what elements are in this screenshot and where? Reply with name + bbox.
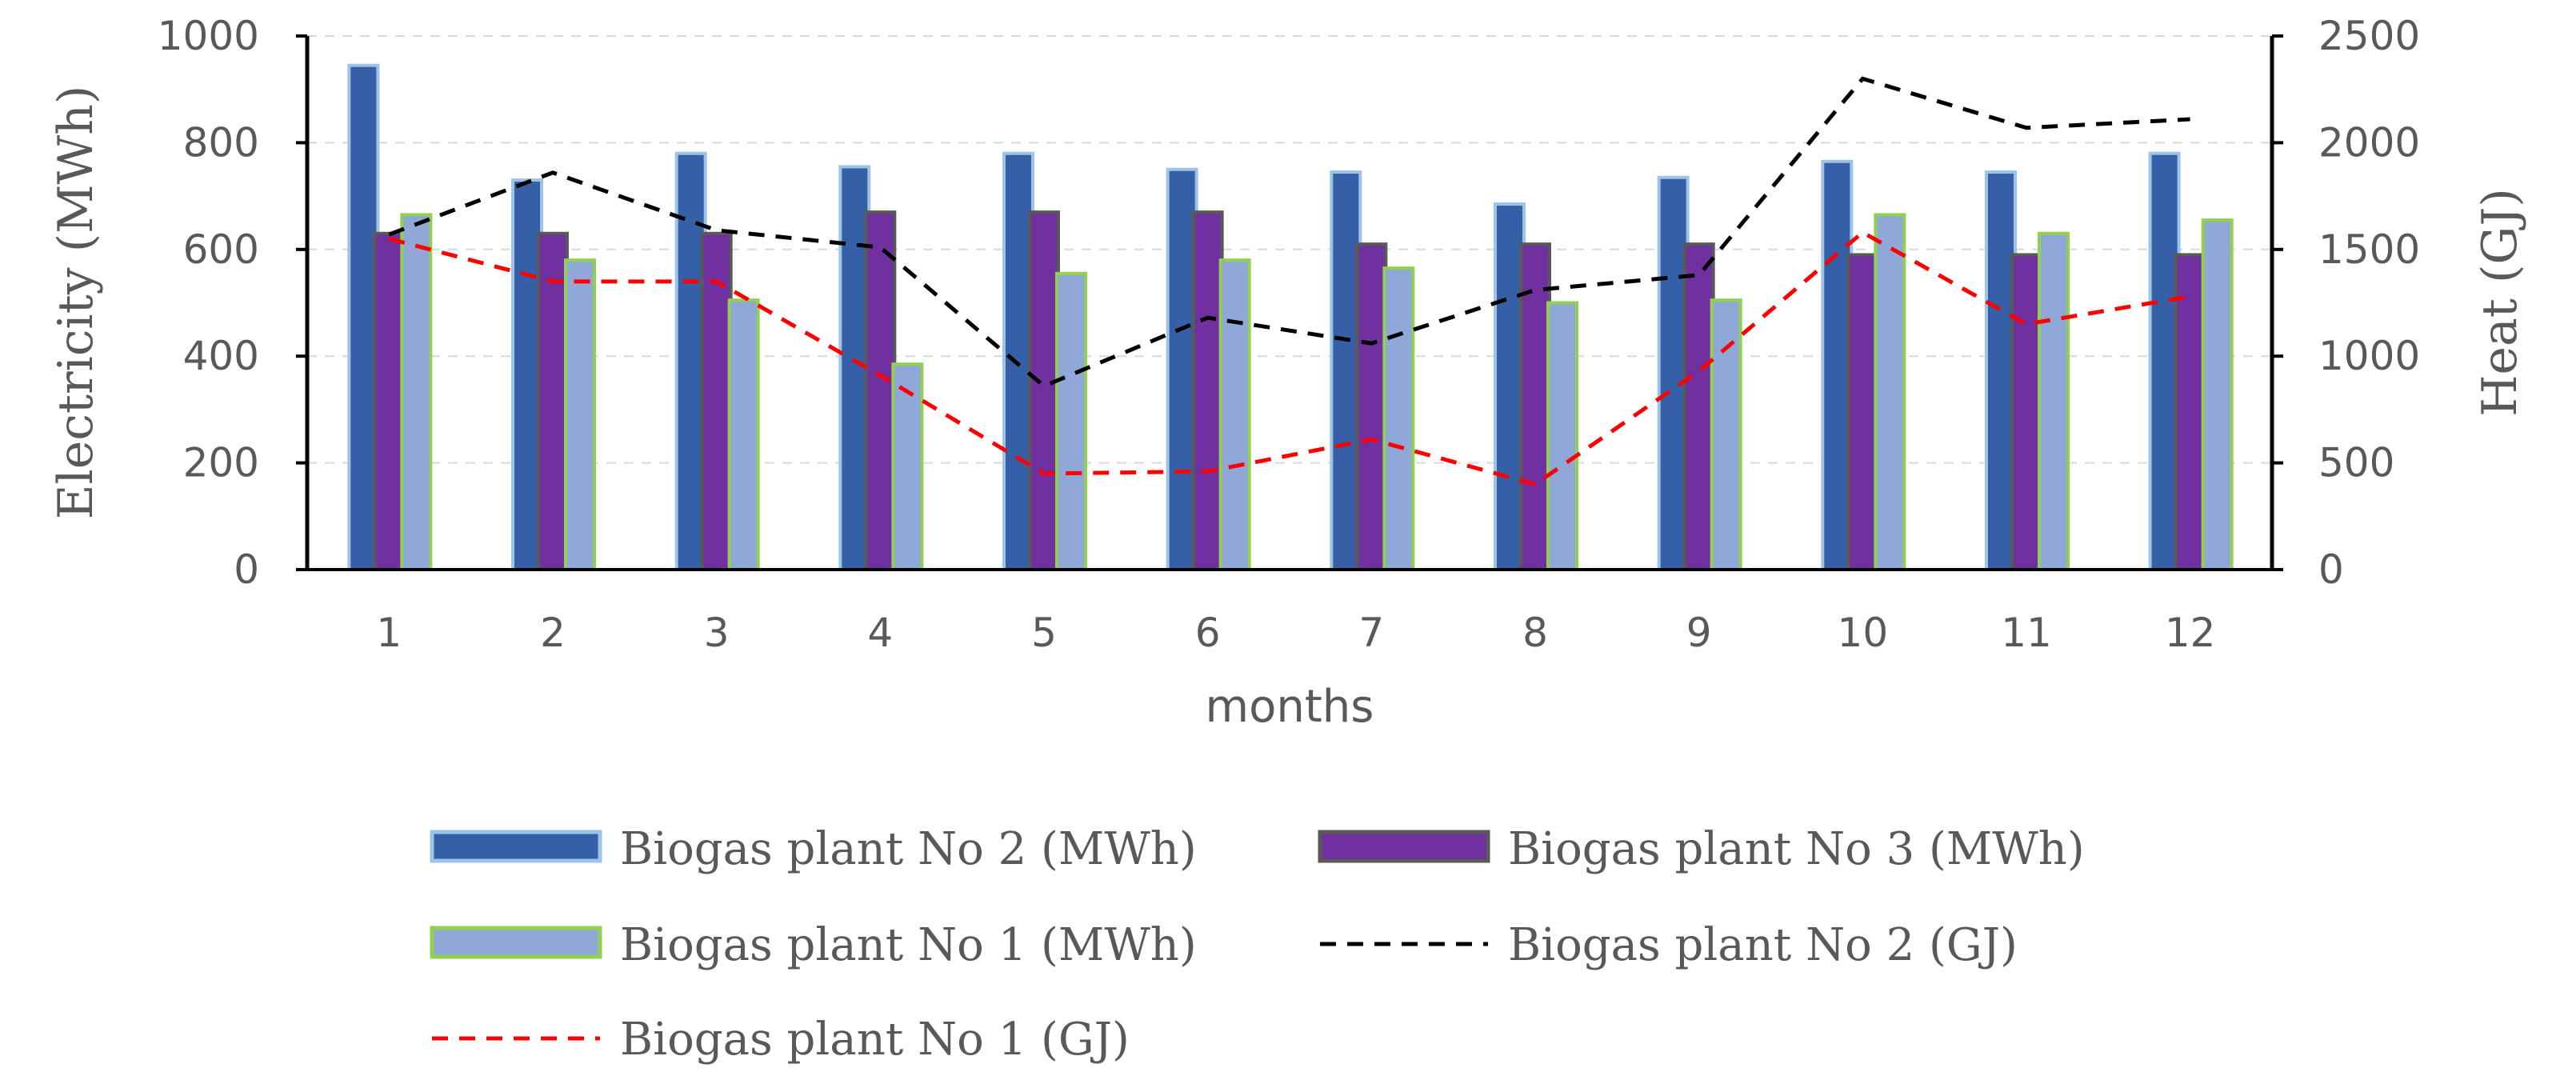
left-tick-label: 600 [183,226,259,273]
bar-biogas-plant-no-1-mwh [2201,218,2234,571]
bar-biogas-plant-no-3-mwh [373,231,406,571]
bar-biogas-plant-no-1-mwh [1546,301,1578,571]
bar-biogas-plant-no-1-mwh [400,213,433,571]
bar-biogas-plant-no-1-mwh [891,362,924,571]
gridlines [307,35,2272,464]
left-tick-label: 200 [183,440,259,486]
line-biogas-plant-no-1-gj [388,230,2191,486]
x-axis-title: months [1206,681,1374,733]
x-tick-label: 10 [1838,610,1889,656]
left-tick-label: 1000 [158,13,259,59]
bars [347,63,2234,572]
x-tick-label: 6 [1195,610,1221,656]
bar-biogas-plant-no-1-mwh [1874,213,1906,571]
legend-swatch-biogas-plant-no-3-mwh [1318,830,1490,863]
legend: Biogas plant No 2 (MWh) Biogas plant No 3… [430,823,2085,1066]
legend-label: Biogas plant No 1 (GJ) [620,1014,1130,1066]
left-tick-label: 800 [183,119,259,166]
right-tick-label: 2000 [2318,119,2420,166]
lines [388,76,2191,486]
bar-biogas-plant-no-1-mwh [1218,258,1251,571]
x-tick-label: 1 [376,610,402,656]
bar-biogas-plant-no-1-mwh [1710,298,1742,571]
x-tick-label: 8 [1522,610,1548,656]
legend-label: Biogas plant No 2 (MWh) [620,823,1197,875]
x-tick-label: 9 [1686,610,1712,656]
legend-label: Biogas plant No 3 (MWh) [1508,823,2085,875]
x-tick-label: 3 [704,610,730,656]
bar-biogas-plant-no-3-mwh [1846,253,1879,571]
right-y-ticks: 0 500 1000 1500 2000 2500 [2272,13,2420,593]
x-tick-label: 7 [1358,610,1384,656]
right-tick-label: 500 [2318,440,2394,486]
x-tick-label: 2 [540,610,566,656]
bar-biogas-plant-no-3-mwh [537,231,569,571]
bar-biogas-plant-no-1-mwh [1055,271,1087,571]
bar-biogas-plant-no-1-mwh [564,258,596,571]
right-tick-label: 2500 [2318,13,2420,59]
right-tick-label: 1000 [2318,333,2420,379]
legend-swatch-biogas-plant-no-2-mwh [430,830,602,863]
x-tick-label: 5 [1031,610,1057,656]
axes [305,36,2274,571]
bar-biogas-plant-no-3-mwh [1028,210,1060,571]
bar-biogas-plant-no-1-mwh [2038,231,2070,571]
bar-biogas-plant-no-1-mwh [1382,266,1415,571]
left-y-ticks: 0 200 400 600 800 1000 [158,13,307,593]
x-ticks: 1 2 3 4 5 6 7 8 9 10 11 12 [376,610,2215,656]
bar-biogas-plant-no-3-mwh [864,210,897,571]
x-tick-label: 12 [2165,610,2216,656]
bar-biogas-plant-no-3-mwh [1355,242,1388,571]
bar-biogas-plant-no-1-mwh [727,298,760,571]
line-biogas-plant-no-2-gj [388,76,2190,389]
bar-biogas-plant-no-3-mwh [1682,242,1715,571]
bar-biogas-plant-no-3-mwh [2174,253,2206,571]
right-tick-label: 0 [2318,546,2344,593]
x-tick-label: 11 [2001,610,2052,656]
bar-biogas-plant-no-3-mwh [1519,242,1551,571]
bar-biogas-plant-no-3-mwh [1191,210,1224,571]
x-tick-label: 4 [867,610,893,656]
right-tick-label: 1500 [2318,226,2420,273]
left-axis-title: Electricity (MWh) [48,86,104,520]
bar-biogas-plant-no-3-mwh [2010,253,2042,571]
left-tick-label: 0 [234,546,259,593]
left-tick-label: 400 [183,333,259,379]
legend-swatch-biogas-plant-no-1-mwh [430,926,602,959]
legend-label: Biogas plant No 1 (MWh) [620,919,1197,971]
legend-label: Biogas plant No 2 (GJ) [1508,919,2018,971]
right-axis-title: Heat (GJ) [2472,188,2528,417]
bar-biogas-plant-no-3-mwh [700,231,733,571]
